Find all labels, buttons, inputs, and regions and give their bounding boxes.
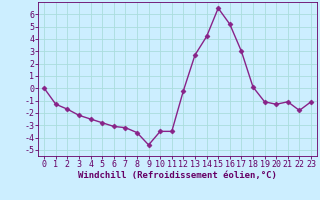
X-axis label: Windchill (Refroidissement éolien,°C): Windchill (Refroidissement éolien,°C) xyxy=(78,171,277,180)
